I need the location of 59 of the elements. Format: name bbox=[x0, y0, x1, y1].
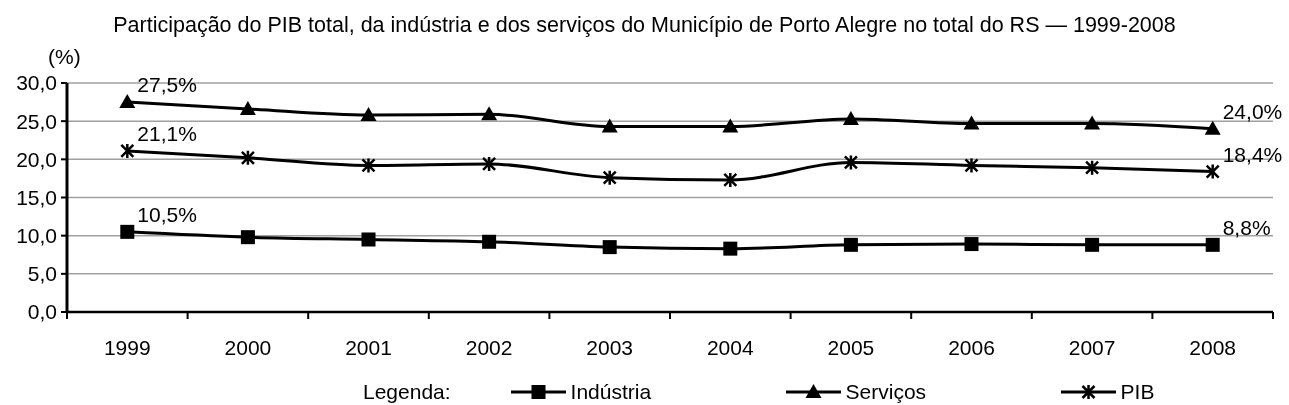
chart-title: Participação do PIB total, da indústria e dos serviços do Município de Porto Alegre no total do RS — 1999-2008 bbox=[112, 12, 1177, 38]
point bbox=[964, 237, 979, 252]
x-tick-label: 2008 bbox=[1189, 336, 1237, 359]
x-tick-label: 2006 bbox=[948, 336, 995, 359]
point bbox=[722, 118, 739, 133]
x-tick-label: 2005 bbox=[827, 336, 875, 359]
data-label: 10,5% bbox=[137, 202, 197, 226]
x-tick-label: 2007 bbox=[1068, 336, 1116, 359]
point bbox=[1205, 237, 1220, 252]
x-tick-label: 2001 bbox=[345, 336, 392, 359]
point bbox=[1084, 159, 1100, 176]
x-tick-label: 2000 bbox=[224, 336, 272, 359]
point bbox=[1085, 237, 1100, 252]
y-tick-label: 25,0 bbox=[16, 109, 57, 133]
y-axis-title: (%) bbox=[48, 45, 81, 69]
point bbox=[239, 100, 256, 115]
y-tick-label: 30,0 bbox=[16, 71, 57, 95]
point bbox=[120, 224, 135, 239]
point bbox=[120, 142, 135, 160]
point bbox=[360, 107, 377, 122]
point bbox=[723, 241, 738, 256]
point bbox=[481, 155, 497, 173]
data-label: 21,1% bbox=[137, 121, 197, 145]
point bbox=[240, 230, 255, 245]
point bbox=[723, 171, 738, 189]
point bbox=[842, 110, 859, 125]
y-tick-label: 5,0 bbox=[27, 262, 57, 286]
point bbox=[843, 237, 858, 252]
y-tick-label: 15,0 bbox=[16, 185, 57, 209]
data-label: 27,5% bbox=[137, 73, 197, 97]
y-tick-label: 0,0 bbox=[27, 300, 57, 324]
data-label: 18,4% bbox=[1222, 142, 1283, 166]
point bbox=[602, 240, 617, 255]
point bbox=[843, 154, 859, 171]
point bbox=[482, 234, 497, 249]
x-tick-label: 2004 bbox=[706, 336, 754, 359]
point bbox=[601, 118, 618, 133]
point bbox=[963, 115, 980, 130]
point bbox=[1084, 115, 1101, 130]
legend-label: PIB bbox=[1120, 380, 1155, 404]
data-label: 8,8% bbox=[1222, 215, 1271, 239]
data-label: 24,0% bbox=[1222, 99, 1283, 123]
point bbox=[481, 106, 498, 121]
point bbox=[119, 94, 136, 109]
y-tick-label: 10,0 bbox=[16, 224, 57, 248]
legend-label: Serviços bbox=[845, 380, 927, 404]
x-tick-label: 2003 bbox=[586, 336, 634, 359]
legend-title: Legenda: bbox=[363, 380, 451, 404]
point bbox=[240, 149, 256, 167]
point bbox=[964, 157, 979, 174]
y-tick-label: 20,0 bbox=[16, 147, 57, 171]
point bbox=[1204, 120, 1221, 135]
point bbox=[361, 232, 376, 247]
point bbox=[1205, 163, 1220, 180]
x-tick-label: 1999 bbox=[103, 336, 151, 359]
legend-label: Indústria bbox=[570, 380, 652, 404]
point bbox=[361, 157, 376, 174]
x-tick-label: 2002 bbox=[465, 336, 513, 359]
point bbox=[602, 169, 617, 186]
